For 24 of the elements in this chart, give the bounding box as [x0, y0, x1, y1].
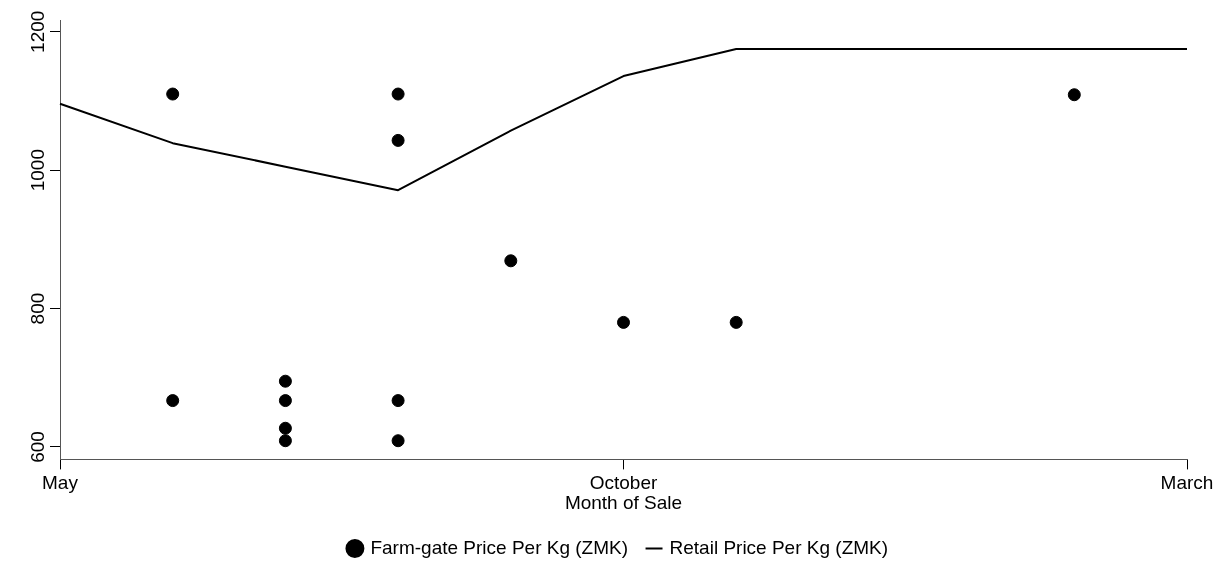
- point: [278, 374, 292, 388]
- point: [729, 315, 743, 329]
- x-tick-label: October: [589, 472, 658, 494]
- legend-label: Farm-gate Price Per Kg (ZMK): [370, 536, 629, 558]
- point: [504, 254, 518, 268]
- x-tick-label: May: [42, 472, 79, 494]
- point: [391, 133, 405, 147]
- point: [391, 434, 405, 448]
- point: [1067, 88, 1081, 102]
- point: [278, 434, 292, 448]
- x-axis-title: Month of Sale: [564, 491, 683, 513]
- point: [278, 421, 292, 435]
- x-tick-label: March: [1160, 472, 1214, 494]
- y-tick-label: 1200: [26, 10, 48, 53]
- point: [617, 315, 630, 329]
- legend-label: Retail Price Per Kg (ZMK): [669, 536, 889, 558]
- point: [166, 87, 180, 101]
- point: [391, 87, 405, 101]
- y-tick-label: 1000: [26, 149, 48, 192]
- point: [391, 394, 405, 408]
- point: [166, 394, 180, 408]
- y-tick-label: 600: [26, 431, 48, 463]
- point: [278, 394, 292, 408]
- y-tick-label: 800: [26, 292, 48, 325]
